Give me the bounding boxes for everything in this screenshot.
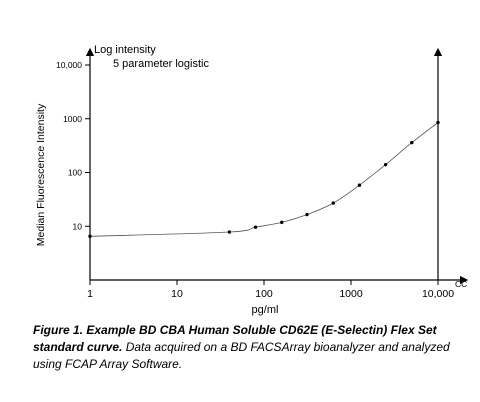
- y-tick-label: 10: [73, 221, 83, 231]
- data-point: [436, 120, 440, 125]
- y-tick-label: 10,000: [56, 60, 82, 70]
- x-tick-label: 100: [255, 288, 273, 300]
- y-tick-label: 1000: [63, 114, 82, 124]
- data-point: [357, 183, 362, 187]
- data-point: [280, 220, 284, 225]
- x-axis-label: pg/ml: [252, 304, 279, 316]
- x-tick-label: 10: [171, 288, 183, 300]
- data-point: [227, 230, 232, 234]
- data-point: [305, 212, 309, 217]
- chart-title: 5 parameter logistic: [113, 58, 209, 70]
- fit-curve: [89, 122, 439, 237]
- data-points: [88, 120, 440, 239]
- x-tick-label: 10,000: [422, 288, 454, 300]
- standard-curve-chart: 10 100 1000 10,000 1 10 100 1000 10,000 Log int…: [35, 44, 469, 316]
- data-point: [88, 234, 92, 239]
- data-point: [383, 162, 388, 167]
- figure-caption: Figure 1. Example BD CBA Human Soluble C…: [33, 322, 453, 373]
- data-point: [253, 225, 258, 229]
- x-tick-label: 1000: [339, 288, 363, 300]
- caption-bold: Figure 1. Example BD CBA Human Soluble C…: [33, 323, 437, 354]
- top-axis-label: Log intensity: [94, 44, 156, 56]
- x-end-label: CC: [455, 279, 467, 289]
- data-point: [410, 140, 414, 145]
- data-point: [331, 201, 335, 205]
- x-axis-ticks: 1 10 100 1000 10,000: [87, 280, 454, 300]
- caption-text: Data acquired on a BD FACSArray bioanaly…: [33, 340, 450, 371]
- x-tick-label: 1: [87, 288, 93, 300]
- y-axis-ticks: 10 100 1000 10,000: [56, 60, 90, 231]
- y-tick-label: 100: [68, 168, 82, 178]
- y-axis-label: Median Fluorescence Intensity: [35, 103, 47, 246]
- axes: [85, 47, 469, 285]
